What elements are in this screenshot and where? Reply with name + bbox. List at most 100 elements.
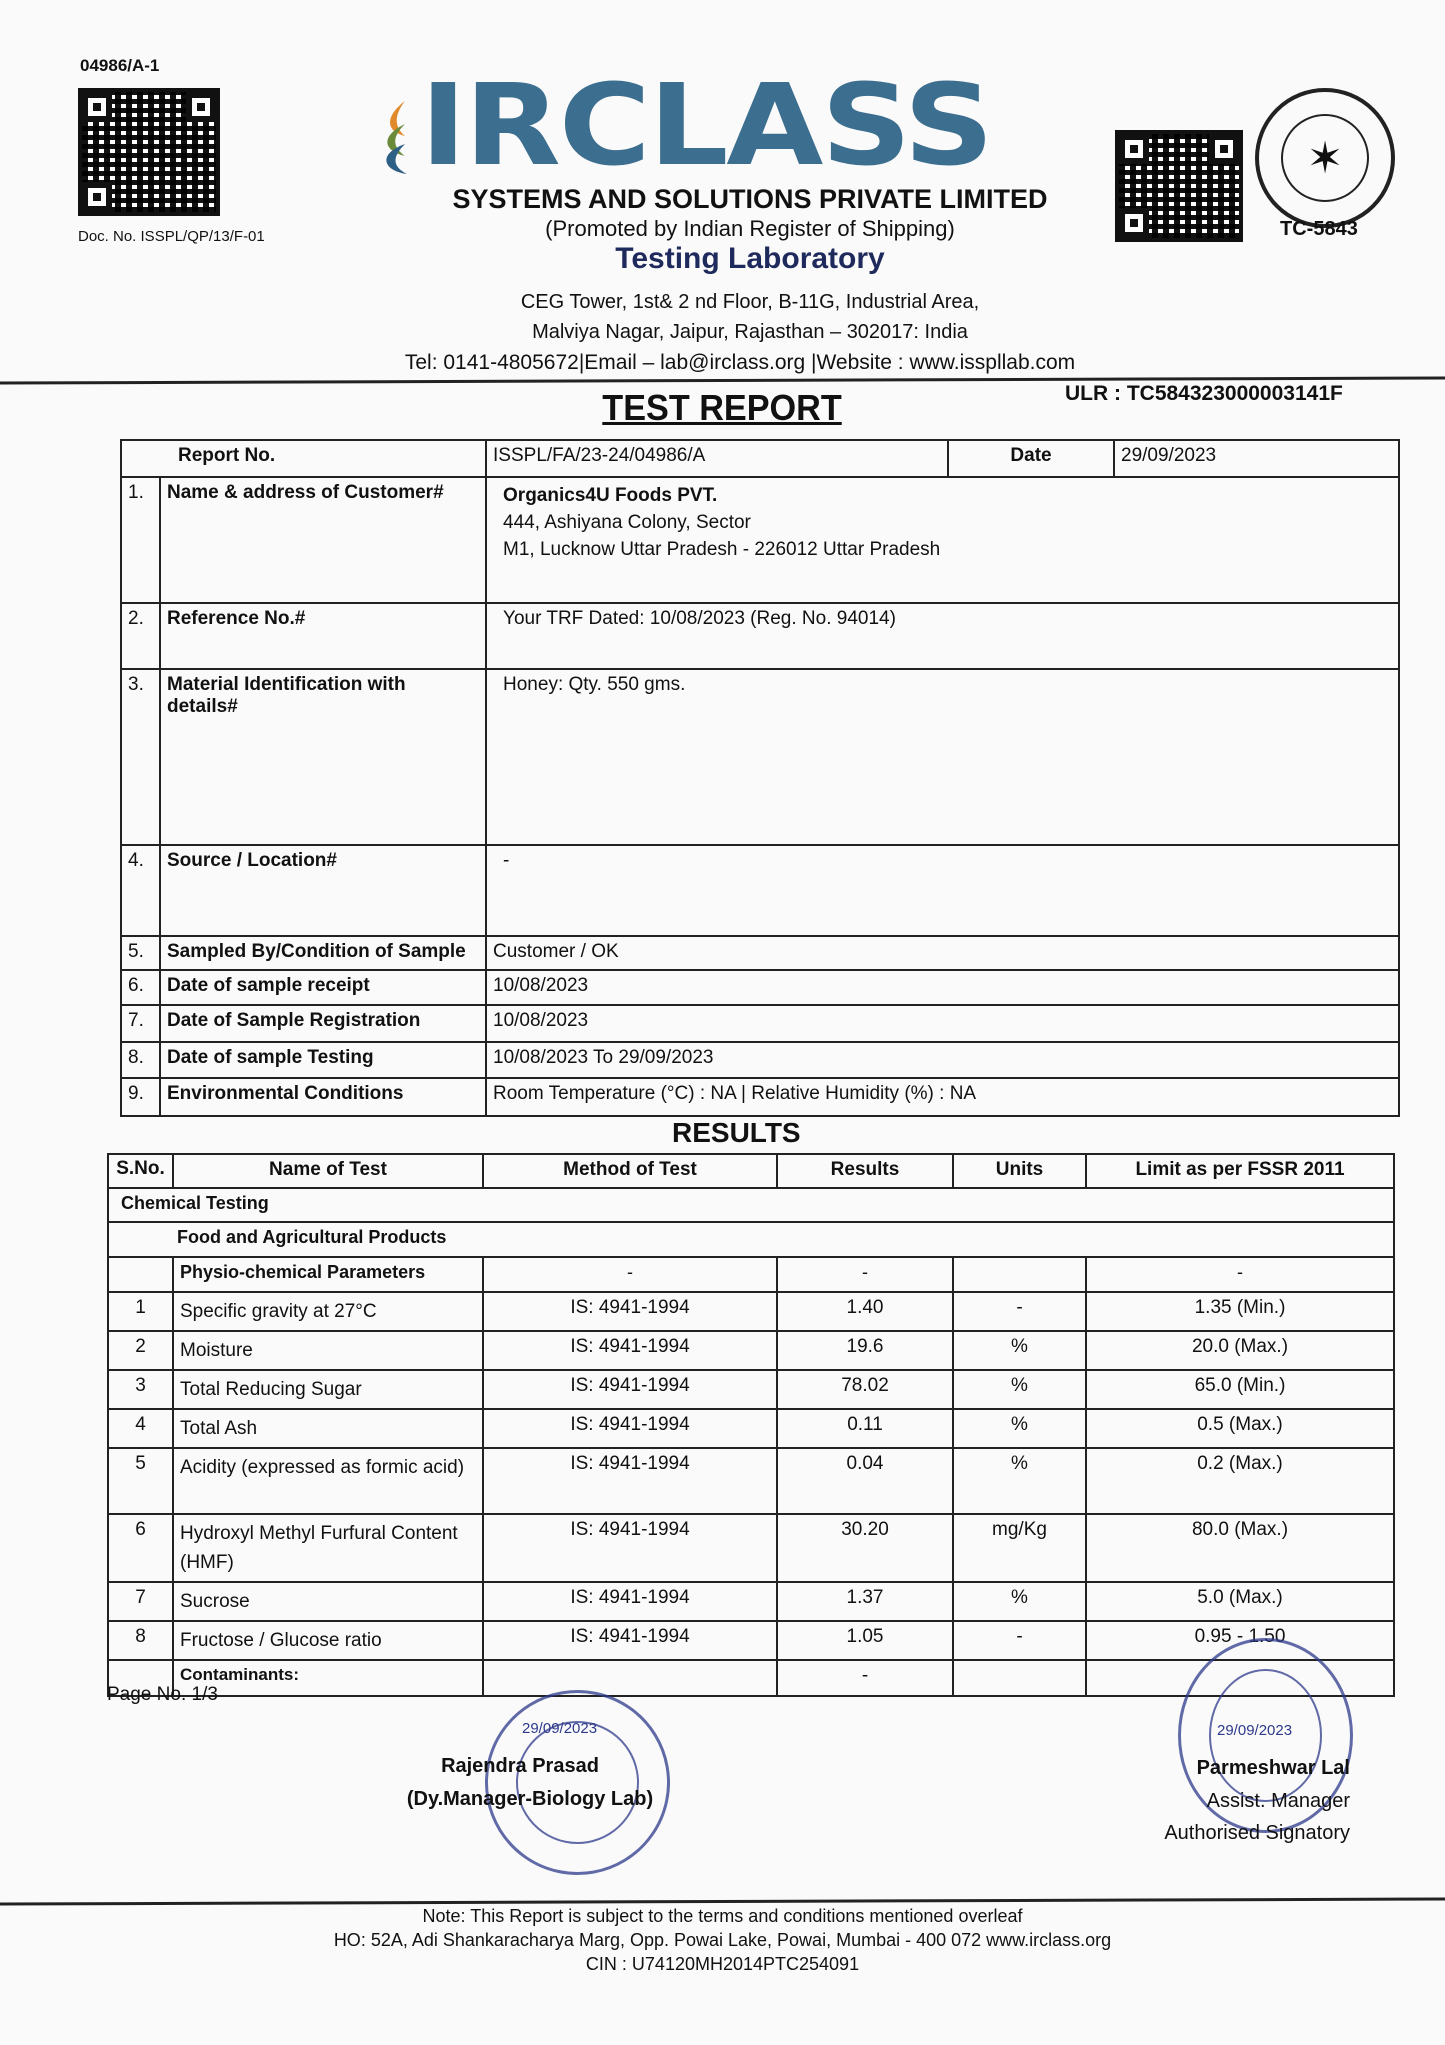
dash: - [776, 1659, 954, 1697]
report-no-label: Report No. [119, 439, 488, 478]
cell-result: 0.04 [776, 1447, 954, 1515]
cell-result: 1.05 [776, 1620, 954, 1661]
section-physio-chemical: Physio-chemical Parameters [172, 1256, 484, 1293]
material-value: Honey: Qty. 550 gms. [485, 668, 1401, 846]
cell-test-name: Specific gravity at 27°C [172, 1291, 484, 1332]
cell-sno: 8 [107, 1620, 174, 1661]
logo-flame-icon [365, 96, 415, 176]
address-line-2: Malviya Nagar, Jaipur, Rajasthan – 30201… [532, 321, 968, 343]
header-test-name: Name of Test [172, 1153, 484, 1189]
signatory-1-name: Rajendra Prasad [441, 1755, 599, 1777]
authorised-signatory: Authorised Signatory [1164, 1822, 1350, 1844]
cell-unit: % [952, 1330, 1087, 1371]
field-label: Name & address of Customer# [158, 476, 488, 604]
cell-limit: 5.0 (Max.) [1085, 1581, 1395, 1622]
cell-unit: - [952, 1620, 1087, 1661]
logo-text: IRCLASS [420, 74, 992, 178]
cell-method: IS: 4941-1994 [482, 1447, 778, 1515]
footer-note: Note: This Report is subject to the term… [422, 1906, 1023, 1926]
promoted-by: (Promoted by Indian Register of Shipping… [545, 216, 955, 241]
report-date: 29/09/2023 [1113, 439, 1401, 478]
stamp-date-right: 29/09/2023 [1217, 1722, 1293, 1739]
header-sno: S.No. [107, 1153, 174, 1189]
dash: - [1085, 1256, 1395, 1293]
page-title: TEST REPORT [602, 387, 842, 428]
cell-result: 1.37 [776, 1581, 954, 1622]
cell-unit: mg/Kg [952, 1513, 1087, 1583]
cell-sno: 2 [107, 1330, 174, 1371]
cell-unit: % [952, 1408, 1087, 1449]
field-label: Source / Location# [158, 844, 488, 937]
cell-method: IS: 4941-1994 [482, 1291, 778, 1332]
cell-result: 30.20 [776, 1513, 954, 1583]
qr-code-right [1115, 130, 1243, 242]
cell-method: IS: 4941-1994 [482, 1620, 778, 1661]
reference-value: Your TRF Dated: 10/08/2023 (Reg. No. 940… [485, 602, 1401, 670]
row-number: 7. [120, 1004, 161, 1043]
report-info-table: Report No. ISSPL/FA/23-24/04986/A Date 29/0… [119, 439, 1401, 1117]
dash: - [482, 1256, 778, 1293]
doc-number: Doc. No. ISSPL/QP/13/F-01 [78, 228, 265, 245]
cell-limit: 20.0 (Max.) [1085, 1330, 1395, 1371]
result-row: 7 Sucrose IS: 4941-1994 1.37% 5.0 (Max.) [107, 1581, 1395, 1622]
qr-code-left [78, 88, 220, 216]
reference-code: 04986/A-1 [80, 56, 160, 75]
result-row: 1 Specific gravity at 27°C IS: 4941-1994 1.… [107, 1291, 1395, 1332]
result-row: 5 Acidity (expressed as formic acid) IS: 4… [107, 1447, 1395, 1515]
result-row: 4 Total Ash IS: 4941-1994 0.11% 0.5 (Max.) [107, 1408, 1395, 1449]
field-label: Date of sample Testing [158, 1041, 488, 1079]
cell-result: 0.11 [776, 1408, 954, 1449]
cell-unit: % [952, 1581, 1087, 1622]
nabl-seal: ✶ [1255, 88, 1395, 228]
field-label: Date of sample receipt [158, 969, 488, 1006]
lab-name: Testing Laboratory [615, 242, 885, 275]
star-icon: ✶ [1281, 114, 1369, 202]
dash: - [776, 1256, 954, 1293]
cell-limit: 0.5 (Max.) [1085, 1408, 1395, 1449]
signatory-1-role: (Dy.Manager-Biology Lab) [406, 1788, 654, 1810]
field-label: Sampled By/Condition of Sample [158, 935, 488, 971]
report-no: ISSPL/FA/23-24/04986/A [485, 439, 950, 478]
company-stamp-right [1178, 1638, 1353, 1833]
cell-limit: 0.2 (Max.) [1085, 1447, 1395, 1515]
cell-test-name: Total Reducing Sugar [172, 1369, 484, 1410]
header-limit: Limit as per FSSR 2011 [1085, 1153, 1395, 1189]
cell-sno: 3 [107, 1369, 174, 1410]
row-number: 3. [120, 668, 161, 846]
cell-sno: 7 [107, 1581, 174, 1622]
row-number: 5. [120, 935, 161, 971]
field-label: Date of Sample Registration [158, 1004, 488, 1043]
cell-result: 1.40 [776, 1291, 954, 1332]
company-stamp-left [470, 1675, 685, 1890]
customer-name: Organics4U Foods PVT. [503, 485, 718, 506]
page-number: Page No. 1/3 [107, 1684, 218, 1705]
section-chemical-testing: Chemical Testing [107, 1187, 1395, 1223]
cell-result: 78.02 [776, 1369, 954, 1410]
cell-method: IS: 4941-1994 [482, 1330, 778, 1371]
testing-date-value: 10/08/2023 To 29/09/2023 [485, 1041, 1401, 1079]
results-title: RESULTS [672, 1117, 801, 1148]
row-number: 2. [120, 602, 161, 670]
cell-limit: 80.0 (Max.) [1085, 1513, 1395, 1583]
result-row: 2 Moisture IS: 4941-1994 19.6% 20.0 (Max.) [107, 1330, 1395, 1371]
row-number: 4. [120, 844, 161, 937]
header-results: Results [776, 1153, 954, 1189]
field-label: Environmental Conditions [158, 1077, 488, 1117]
cell-test-name: Sucrose [172, 1581, 484, 1622]
address-line-1: CEG Tower, 1st& 2 nd Floor, B-11G, Indus… [520, 291, 980, 313]
signatory-2-role: Assist. Manager [1206, 1790, 1350, 1812]
header-method: Method of Test [482, 1153, 778, 1189]
field-label: Reference No.# [158, 602, 488, 670]
cell-test-name: Moisture [172, 1330, 484, 1371]
cell-method: IS: 4941-1994 [482, 1581, 778, 1622]
cell-sno: 5 [107, 1447, 174, 1515]
stamp-date-left: 29/09/2023 [522, 1720, 598, 1737]
section-food-products: Food and Agricultural Products [107, 1221, 1395, 1258]
cell-sno: 4 [107, 1408, 174, 1449]
row-number: 8. [120, 1041, 161, 1079]
cell-sno: 1 [107, 1291, 174, 1332]
signatory-2-name: Parmeshwar Lal [1196, 1757, 1350, 1779]
result-row: 3 Total Reducing Sugar IS: 4941-1994 78.02%… [107, 1369, 1395, 1410]
results-table: S.No. Name of Test Method of Test Results Un… [107, 1153, 1395, 1697]
cell-test-name: Acidity (expressed as formic acid) [172, 1447, 484, 1515]
